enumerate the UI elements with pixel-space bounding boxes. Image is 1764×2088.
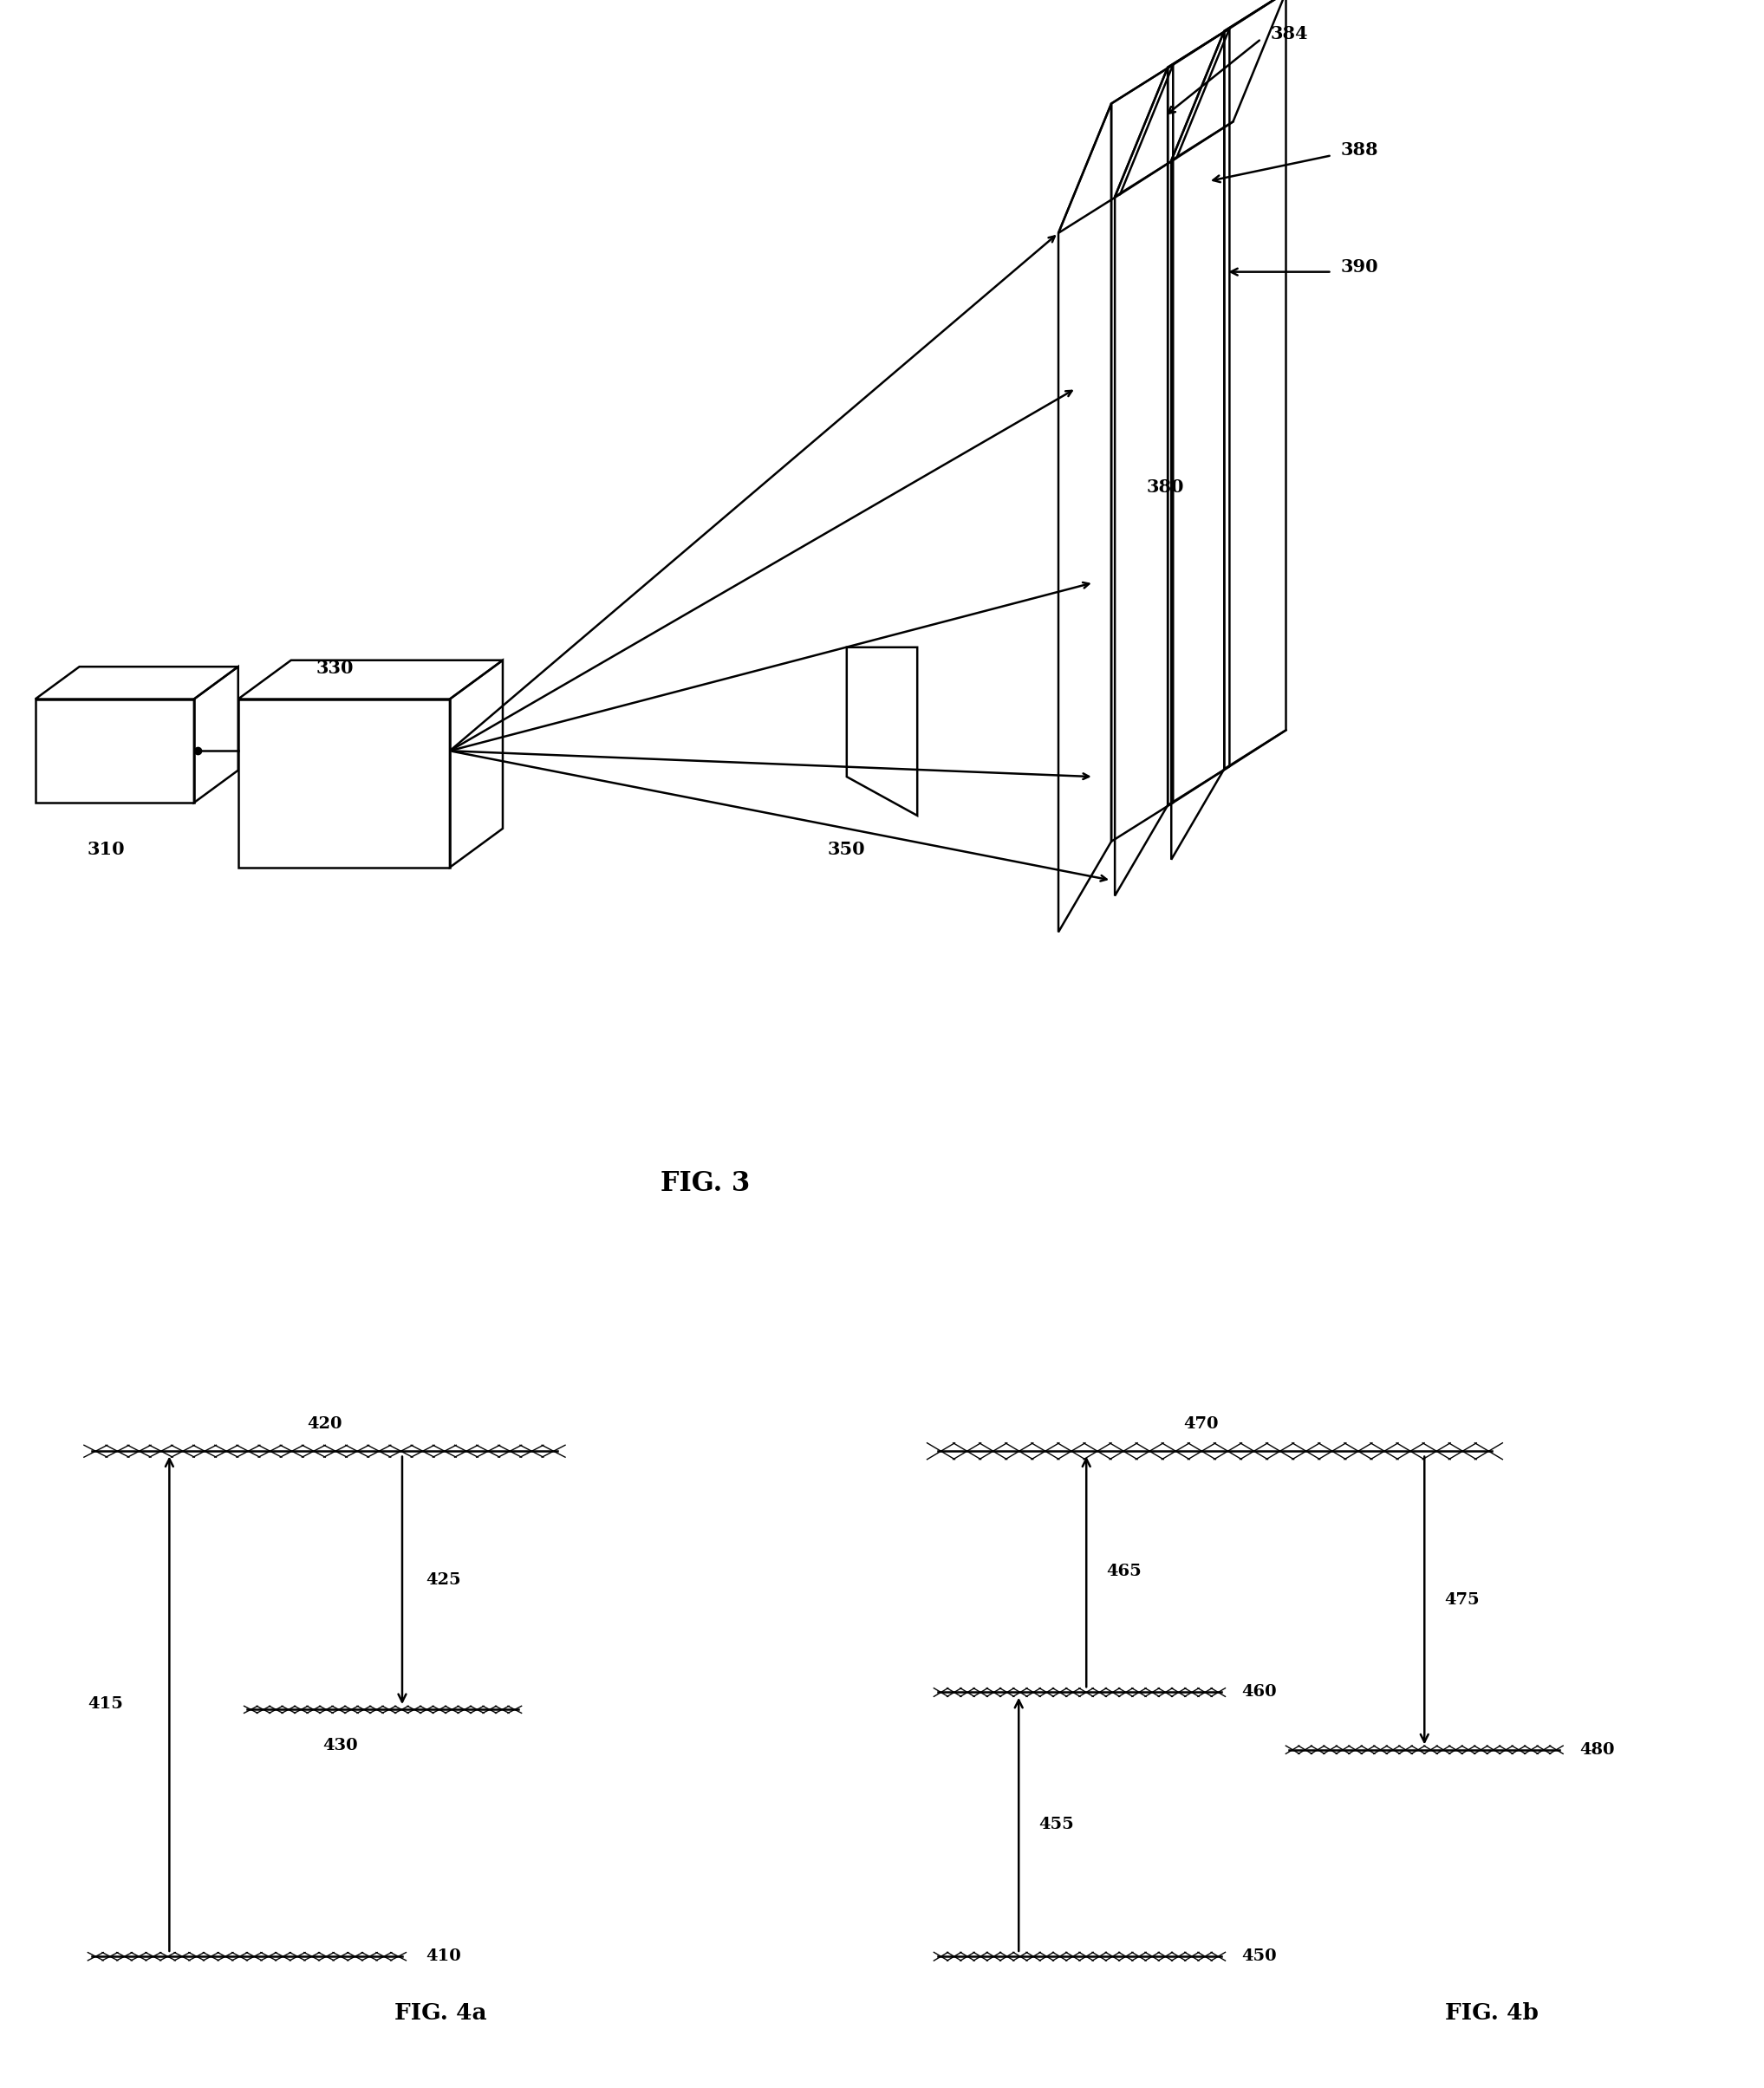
Text: 388: 388: [1341, 142, 1378, 159]
Text: 390: 390: [1341, 259, 1378, 276]
Text: 470: 470: [1184, 1416, 1219, 1432]
Text: 475: 475: [1445, 1593, 1480, 1608]
Text: 420: 420: [307, 1416, 342, 1432]
Text: 350: 350: [827, 841, 866, 858]
Text: 460: 460: [1242, 1685, 1277, 1700]
Text: 455: 455: [1039, 1817, 1074, 1831]
Text: 415: 415: [88, 1695, 123, 1712]
Text: 425: 425: [425, 1572, 460, 1589]
Text: 450: 450: [1242, 1948, 1277, 1965]
Text: 430: 430: [323, 1737, 358, 1754]
Text: 330: 330: [316, 660, 355, 677]
Text: 380: 380: [1147, 478, 1184, 495]
Text: FIG. 3: FIG. 3: [662, 1169, 750, 1196]
Text: FIG. 4a: FIG. 4a: [395, 2002, 487, 2023]
Text: 410: 410: [425, 1948, 460, 1965]
Text: FIG. 4b: FIG. 4b: [1445, 2002, 1538, 2023]
Text: 465: 465: [1106, 1564, 1141, 1579]
Text: 310: 310: [86, 841, 125, 858]
Text: 384: 384: [1270, 25, 1307, 42]
Text: 480: 480: [1581, 1741, 1616, 1758]
